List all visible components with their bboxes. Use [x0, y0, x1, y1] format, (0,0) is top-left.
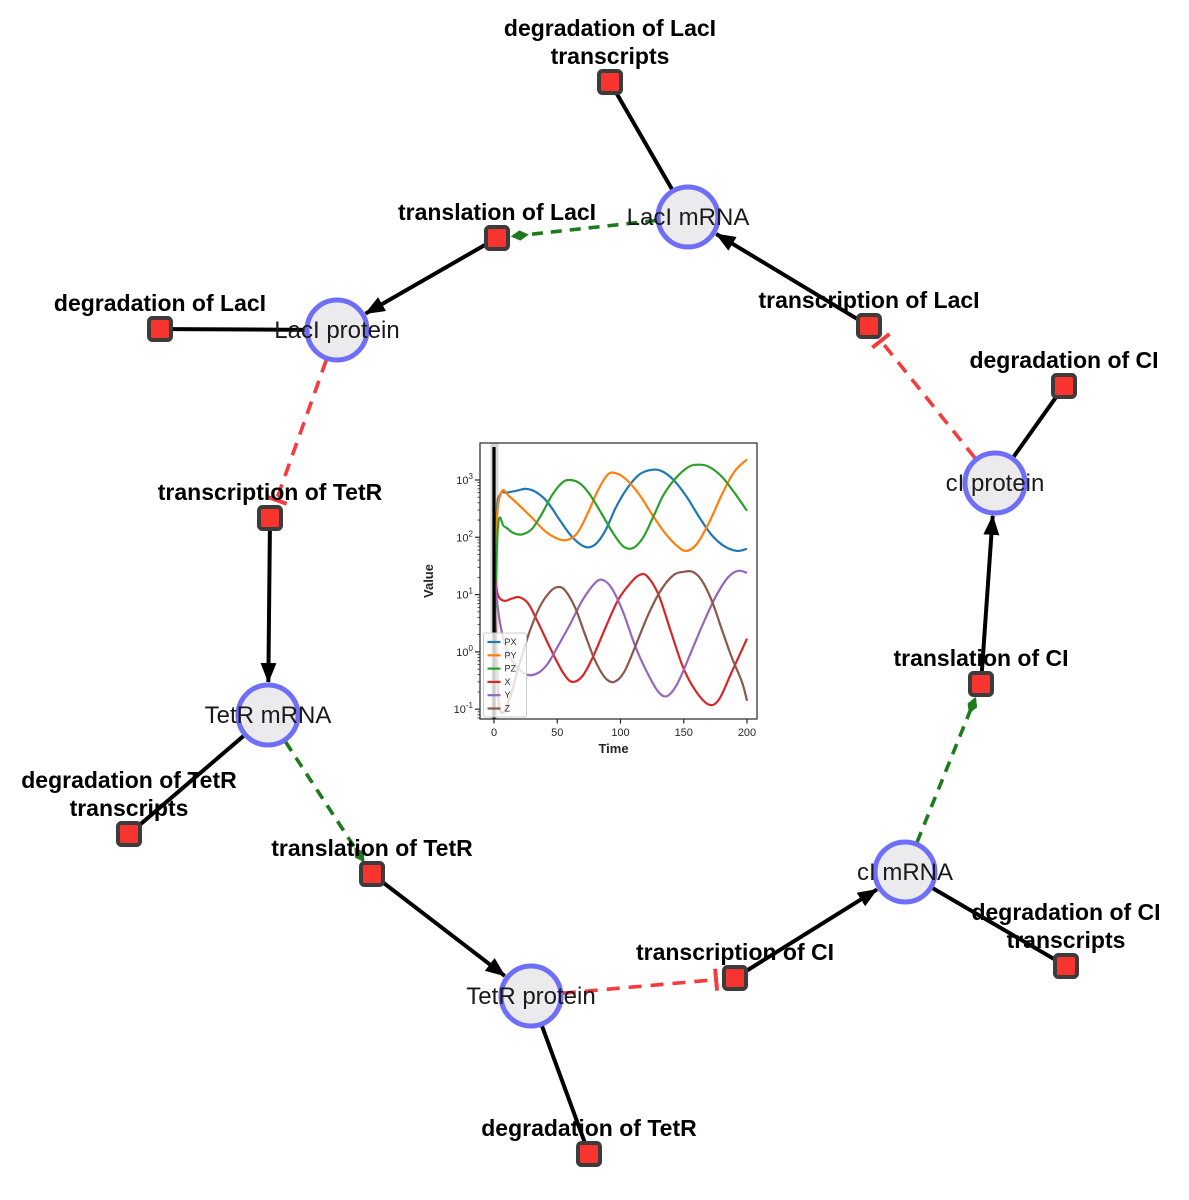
species-node-laci-mrna [655, 184, 721, 250]
edge-production-transcription-of-laci-to-laci-mrna [715, 232, 859, 322]
reaction-label-transcription-of-ci: transcription of CI [636, 939, 834, 965]
chart-axes-box [479, 442, 758, 720]
edge-consumption-ci-mrna-to-deg-ci-transcripts [931, 886, 1056, 962]
nodes-layer [116, 69, 1079, 1167]
inset-chart: 0 50 100 150 200 10-1 100 101 102 103 Time Value PX P… [421, 435, 769, 763]
reaction-label-translation-of-ci: translation of CI [893, 645, 1068, 671]
edge-production-transcription-of-ci-to-ci-mrna [744, 887, 879, 973]
reaction-label-deg-laci-transcripts-line1: degradation of LacI [504, 15, 716, 41]
y-tick-label: 100 [456, 644, 473, 659]
reaction-node-translation-of-laci [484, 225, 510, 251]
species-label-laci-mrna: LacI mRNA [627, 204, 750, 231]
edge-inhibition-tetr-protein-to-transcription-of-ci [562, 968, 720, 995]
chart-background [430, 435, 769, 763]
species-label-ci-mrna: cI mRNA [857, 859, 953, 886]
edge-inhibition-laci-protein-to-transcription-of-tetr [265, 359, 328, 506]
chart-series-py [492, 458, 748, 670]
species-node-tetr-protein [498, 963, 564, 1029]
x-tick-label: 200 [738, 727, 756, 739]
reaction-label-deg-ci-transcripts-line2: transcripts [1007, 927, 1126, 953]
y-tick-label: 101 [456, 587, 473, 602]
edge-consumption-laci-mrna-to-deg-laci-transcripts [614, 92, 674, 191]
reaction-label-deg-tetr-transcripts-line1: degradation of TetR [21, 767, 237, 793]
edges-layer [137, 92, 1059, 1143]
reaction-label-deg-laci: degradation of LacI [54, 290, 266, 316]
x-tick-label: 0 [491, 727, 497, 739]
edge-production-translation-of-tetr-to-tetr-protein [381, 880, 507, 978]
x-tick-label: 50 [551, 727, 563, 739]
reaction-node-deg-tetr [576, 1141, 602, 1167]
species-node-tetr-mrna [235, 682, 301, 748]
edge-production-transcription-of-tetr-to-tetr-mrna [260, 530, 277, 684]
reaction-node-transcription-of-laci [856, 313, 882, 339]
reaction-node-deg-ci-transcripts [1053, 953, 1079, 979]
reaction-node-translation-of-tetr [359, 861, 385, 887]
reaction-label-deg-laci-transcripts-line2: transcripts [551, 43, 670, 69]
species-label-ci-protein: cI protein [946, 470, 1045, 497]
y-tick-label: 10-1 [454, 701, 474, 716]
species-label-tetr-mrna: TetR mRNA [205, 702, 332, 729]
reaction-label-transcription-of-tetr: transcription of TetR [158, 479, 383, 505]
legend-label-py: PY [505, 650, 517, 660]
reaction-label-deg-ci-transcripts-line1: degradation of CI [971, 899, 1160, 925]
reaction-node-deg-tetr-transcripts [116, 821, 142, 847]
x-axis-label: Time [598, 741, 628, 756]
species-node-ci-mrna [872, 839, 938, 905]
edge-production-translation-of-ci-to-ci-protein [979, 514, 1000, 672]
reaction-label-translation-of-laci: translation of LacI [398, 199, 596, 225]
reaction-node-deg-ci [1051, 373, 1077, 399]
reaction-label-translation-of-tetr: translation of TetR [271, 835, 473, 861]
legend-label-pz: PZ [505, 664, 517, 674]
legend-label-px: PX [505, 637, 517, 647]
y-tick-label: 103 [456, 472, 473, 487]
x-tick-label: 100 [611, 727, 629, 739]
reaction-node-transcription-of-ci [722, 965, 748, 991]
edge-modifier-ci-mrna-to-translation-of-ci [915, 696, 978, 844]
edge-consumption-laci-protein-to-deg-laci [172, 327, 306, 332]
species-label-tetr-protein: TetR protein [466, 983, 595, 1010]
edge-consumption-tetr-mrna-to-deg-tetr-transcripts [137, 734, 245, 828]
edge-modifier-tetr-mrna-to-translation-of-tetr [284, 740, 365, 863]
x-tick-label: 150 [675, 727, 693, 739]
legend-label-y: Y [505, 690, 511, 700]
chart-series-pz [492, 463, 748, 670]
reaction-node-transcription-of-tetr [257, 505, 283, 531]
labels-layer: LacI mRNA LacI protein cI protein TetR mRNA… [21, 15, 1160, 1141]
edge-consumption-tetr-protein-to-deg-tetr [540, 1025, 587, 1143]
y-axis-label: Value [421, 564, 436, 598]
species-node-ci-protein [962, 450, 1028, 516]
chart-series-px [492, 468, 748, 670]
legend-label-x: X [505, 677, 511, 687]
reaction-label-deg-ci: degradation of CI [969, 347, 1158, 373]
reaction-label-deg-tetr-transcripts-line2: transcripts [70, 795, 189, 821]
legend-label-z: Z [505, 704, 511, 714]
chart-series-x [492, 571, 749, 707]
edge-consumption-ci-protein-to-deg-ci [1011, 395, 1059, 459]
edge-modifier-laci-mrna-to-translation-of-laci [510, 218, 657, 241]
reaction-node-deg-laci-transcripts [597, 69, 623, 95]
edge-inhibition-ci-protein-to-transcription-of-laci [871, 332, 977, 460]
edge-production-translation-of-laci-to-laci-protein [364, 242, 487, 316]
species-node-laci-protein [304, 297, 370, 363]
reaction-label-transcription-of-laci: transcription of LacI [758, 287, 979, 313]
y-tick-label: 102 [456, 529, 473, 544]
species-label-laci-protein: LacI protein [274, 317, 399, 344]
reaction-node-translation-of-ci [968, 671, 994, 697]
reaction-node-deg-laci [147, 316, 173, 342]
reaction-label-deg-tetr: degradation of TetR [481, 1115, 697, 1141]
